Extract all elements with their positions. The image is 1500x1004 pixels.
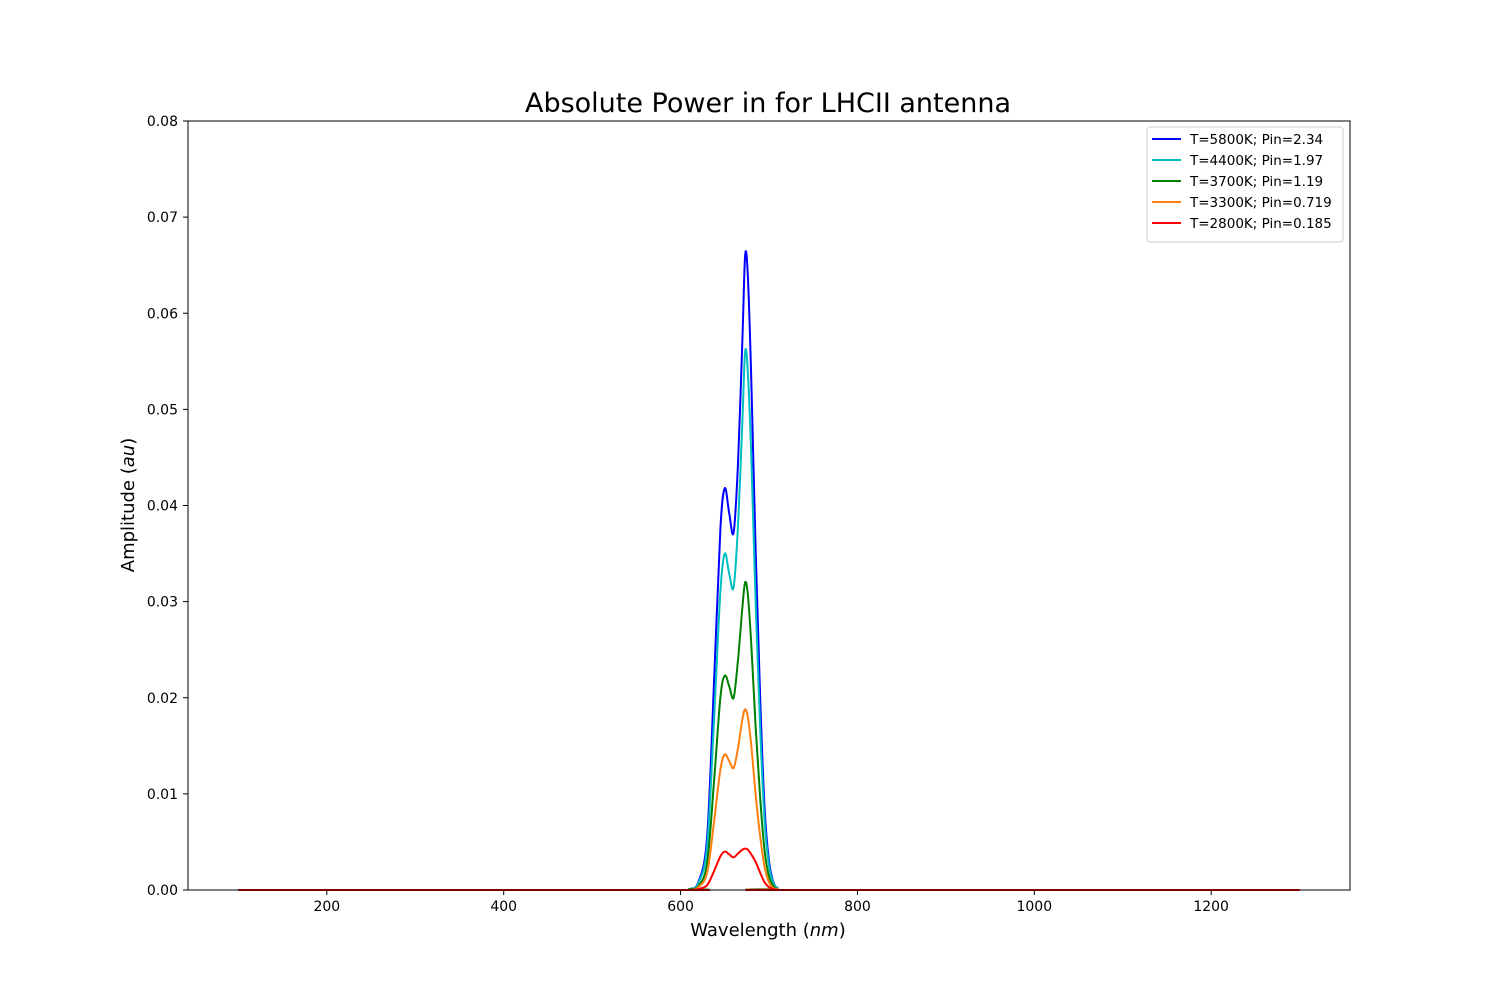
y-tick-label: 0.04 — [147, 499, 178, 515]
x-axis-label: Wavelength (nm) — [690, 920, 846, 941]
x-tick-label: 800 — [844, 899, 871, 915]
y-tick-label: 0.01 — [147, 787, 178, 803]
legend-entry-label: T=3700K; Pin=1.19 — [1189, 174, 1323, 190]
y-axis-label-prefix: Amplitude ( — [118, 467, 139, 572]
legend-entry-label: T=5800K; Pin=2.34 — [1189, 132, 1323, 148]
y-axis-label-suffix: ) — [118, 438, 139, 445]
x-axis: 200 400 600 800 1000 1200 — [313, 890, 1229, 915]
legend-entry-label: T=2800K; Pin=0.185 — [1189, 216, 1332, 232]
x-tick-label: 600 — [667, 899, 694, 915]
y-axis-label: Amplitude (au) — [118, 438, 139, 572]
legend-box — [1146, 126, 1344, 243]
x-axis-label-prefix: Wavelength ( — [690, 920, 810, 941]
x-tick-label: 200 — [313, 899, 340, 915]
legend: T=5800K; Pin=2.34 T=4400K; Pin=1.97 T=3700… — [1146, 126, 1344, 243]
x-tick-label: 400 — [490, 899, 517, 915]
x-tick-label: 1200 — [1193, 899, 1229, 915]
y-tick-label: 0.02 — [147, 691, 178, 707]
chart-title: Absolute Power in for LHCII antenna — [525, 88, 1011, 119]
x-axis-label-unit: nm — [810, 920, 839, 941]
y-tick-label: 0.05 — [147, 402, 178, 418]
series-line-1 — [238, 347, 1300, 892]
y-tick-label: 0.07 — [147, 210, 178, 226]
y-tick-label: 0.03 — [147, 595, 178, 611]
legend-entry-label: T=4400K; Pin=1.97 — [1189, 153, 1323, 169]
series-layer — [238, 250, 1300, 892]
y-axis-label-unit: au — [118, 445, 139, 467]
y-tick-label: 0.00 — [147, 883, 178, 899]
x-tick-label: 1000 — [1016, 899, 1052, 915]
y-tick-label: 0.08 — [147, 114, 178, 130]
legend-entry-label: T=3300K; Pin=0.719 — [1189, 195, 1332, 211]
x-axis-label-suffix: ) — [839, 920, 846, 941]
y-axis: 0.00 0.01 0.02 0.03 0.04 0.05 0.06 0.07 0.08 — [147, 114, 188, 899]
y-tick-label: 0.06 — [147, 306, 178, 322]
